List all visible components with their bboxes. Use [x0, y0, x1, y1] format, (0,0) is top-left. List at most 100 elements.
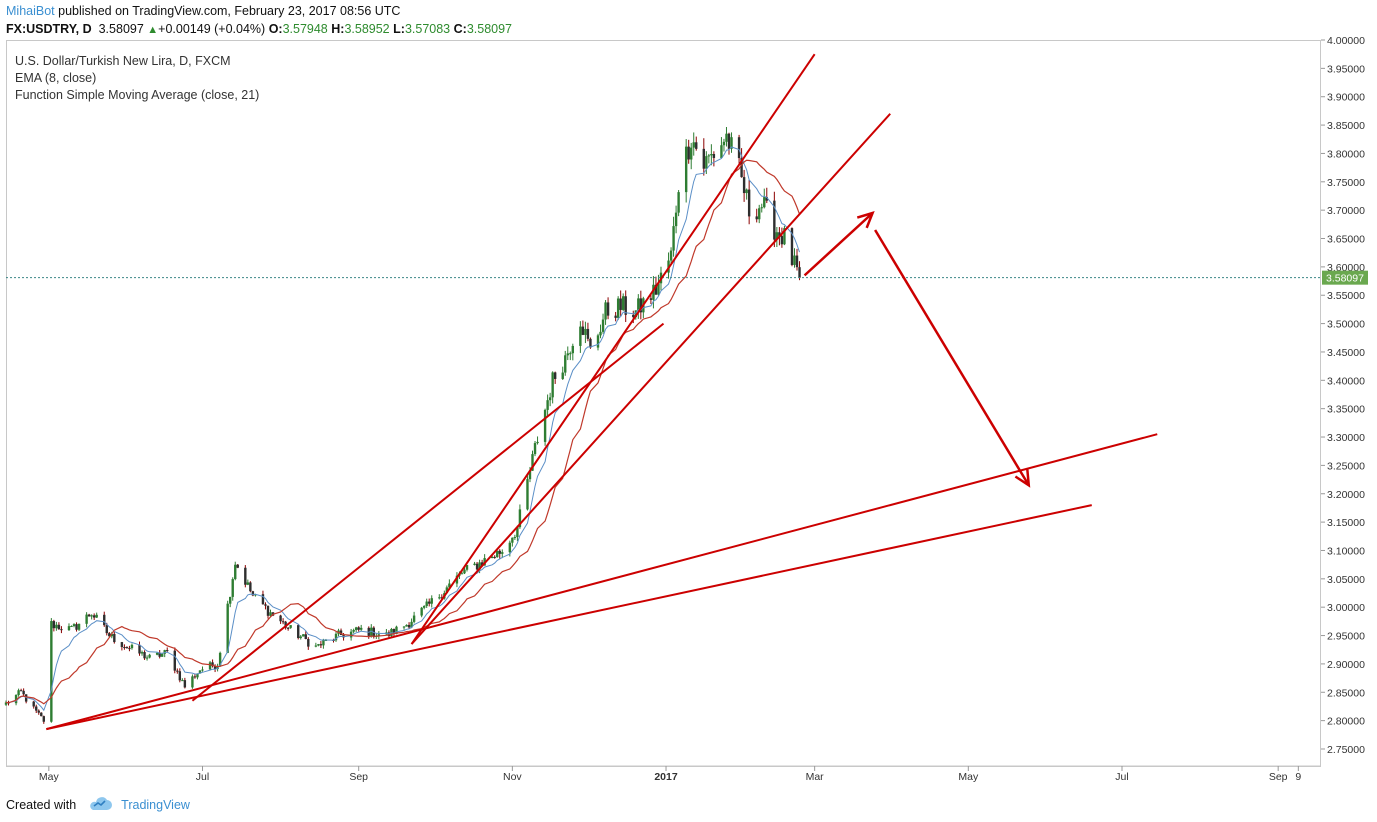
candle-body	[720, 145, 723, 158]
candle-body	[561, 372, 564, 379]
candle-body	[229, 596, 232, 604]
candle-body	[377, 634, 381, 636]
y-tick-label: 2.85000	[1327, 687, 1365, 699]
x-tick-label: Jul	[1115, 771, 1128, 783]
candle-body	[125, 647, 129, 649]
candle-body	[4, 702, 8, 705]
candle-body	[105, 625, 108, 634]
y-axis[interactable]: 4.00000 3.95000 3.90000 3.85000 3.80000 3.750…	[1321, 35, 1365, 756]
candle-body	[478, 562, 481, 570]
candle-body	[70, 625, 73, 627]
arrow-head	[856, 211, 875, 229]
candle-body	[324, 640, 328, 642]
candle-body	[67, 626, 71, 631]
candle-body	[40, 712, 43, 717]
tradingview-link[interactable]: TradingView	[121, 797, 190, 812]
y-tick-label: 3.00000	[1327, 602, 1365, 614]
candle-body	[498, 550, 501, 554]
symbol-label: FX:USDTRY, D	[6, 22, 92, 36]
y-tick-label: 3.55000	[1327, 290, 1365, 302]
candle-body	[490, 556, 494, 559]
candle-body	[284, 621, 287, 628]
candle-body	[438, 597, 441, 599]
candle-body	[322, 640, 325, 646]
x-tick-label: Mar	[806, 771, 825, 783]
candle-body	[596, 335, 600, 348]
candle-body	[37, 710, 40, 713]
candle-body	[191, 676, 194, 688]
candle-body	[249, 582, 252, 592]
candle-body	[178, 671, 182, 681]
y-tick-label: 2.90000	[1327, 659, 1365, 671]
y-tick-label: 2.75000	[1327, 744, 1365, 756]
candle-body	[289, 625, 292, 628]
x-axis[interactable]: May Jul Sep Nov 2017 Mar May Jul Sep 9	[39, 766, 1302, 783]
y-tick-label: 3.70000	[1327, 205, 1365, 217]
candle-body	[266, 605, 270, 616]
candle-body	[354, 627, 358, 630]
y-tick-label: 3.40000	[1327, 375, 1365, 387]
candle-body	[246, 582, 250, 585]
candle-body	[319, 644, 323, 646]
candle-body	[553, 372, 557, 379]
y-tick-label: 3.10000	[1327, 545, 1365, 557]
y-tick-label: 3.05000	[1327, 574, 1365, 586]
chart-legend: U.S. Dollar/Turkish New Lira, D, FXCM EM…	[15, 53, 259, 104]
candle-body	[599, 331, 602, 336]
y-tick-label: 3.80000	[1327, 148, 1365, 160]
candle-body	[422, 606, 426, 608]
arrow-head	[1014, 469, 1031, 488]
candle-body	[712, 154, 716, 158]
ema-line	[5, 146, 800, 712]
candle-body	[87, 614, 91, 617]
candle-body	[57, 624, 61, 630]
candle-body	[619, 298, 622, 310]
candle-body	[652, 284, 655, 300]
candle-body	[740, 158, 743, 178]
candle-body	[624, 296, 627, 315]
candle-body	[564, 355, 567, 373]
trendline	[191, 322, 665, 702]
trendlines	[46, 53, 1158, 731]
candle-body	[480, 562, 484, 566]
y-tick-label: 3.95000	[1327, 63, 1365, 75]
candle-body	[269, 612, 272, 616]
candle-body	[790, 228, 794, 265]
candle-body	[138, 644, 141, 654]
candle-body	[649, 298, 653, 300]
x-tick-label: May	[39, 771, 60, 783]
low-label: L:	[393, 22, 405, 36]
moving-averages	[5, 146, 801, 712]
x-tick-label: Jul	[196, 771, 209, 783]
candle-body	[783, 228, 786, 245]
candle-body	[707, 155, 711, 157]
candle-body	[234, 564, 237, 580]
candle-body	[511, 537, 514, 543]
price-tag-text: 3.58097	[1326, 273, 1364, 285]
candle-body	[103, 614, 106, 626]
candle-body	[163, 650, 166, 654]
candle-body	[155, 652, 159, 655]
candle-body	[166, 650, 169, 652]
candle-body	[90, 615, 93, 617]
candle-body	[176, 670, 179, 672]
candle-body	[674, 212, 678, 227]
candle-body	[55, 624, 58, 629]
ohlc-bar: FX:USDTRY, D 3.58097 ▲+0.00149 (+0.04%) …	[6, 22, 512, 36]
created-with-label: Created with	[6, 797, 77, 812]
author-link[interactable]: MihaiBot	[6, 4, 55, 18]
candle-body	[465, 564, 469, 570]
candle-body	[95, 614, 98, 618]
y-tick-label: 3.90000	[1327, 92, 1365, 104]
candle-body	[120, 642, 124, 648]
x-tick-label: Nov	[503, 771, 522, 783]
candle-body	[52, 621, 56, 629]
candle-body	[279, 615, 282, 622]
candle-body	[634, 310, 637, 318]
candle-body	[181, 680, 184, 682]
publish-info: MihaiBot published on TradingView.com, F…	[6, 4, 400, 18]
candle-body	[314, 645, 318, 647]
candle-body	[760, 207, 763, 209]
open-value: 3.57948	[282, 22, 328, 36]
